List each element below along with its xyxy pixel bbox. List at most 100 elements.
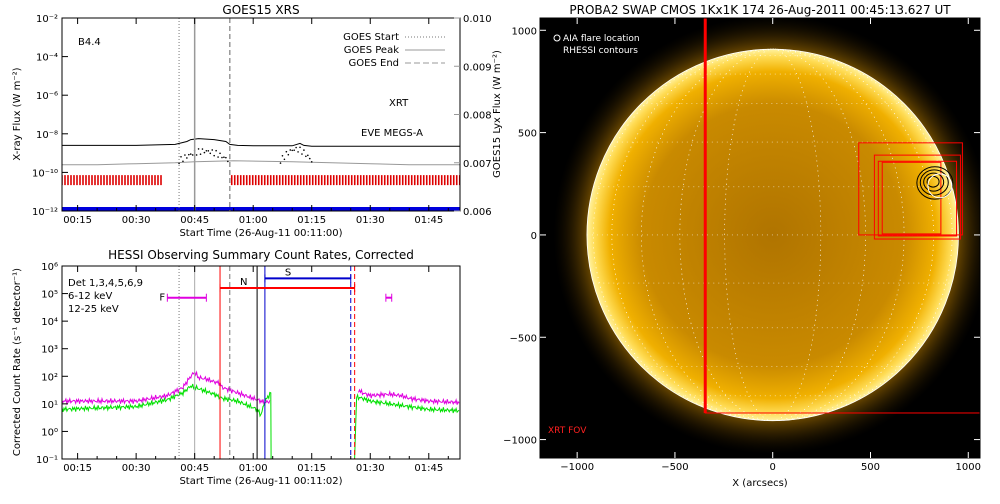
legend-rhessi-symbol <box>553 46 561 54</box>
hessi-ytick-label: 10⁴ <box>41 317 58 328</box>
goes-y2tick-label: 0.010 <box>463 14 492 25</box>
swap-ytick-label: −1000 <box>503 436 537 447</box>
hessi-xtick-label: 00:45 <box>180 463 209 474</box>
goes-burst-point <box>189 153 192 155</box>
goes-class-label: B4.4 <box>78 37 101 48</box>
goes-burst-point <box>178 162 180 165</box>
goes-xtick-label: 00:45 <box>180 215 209 226</box>
goes-burst-point <box>199 153 202 155</box>
hessi-ytick-label: 10⁰ <box>41 427 58 438</box>
hessi-ytick-label: 10⁻¹ <box>36 455 58 466</box>
hessi-xtick-label: 01:00 <box>239 463 268 474</box>
goes-plot-area <box>62 18 460 211</box>
legend-detectors: Det 1,3,4,5,6,9 <box>68 278 143 289</box>
goes-burst-point <box>205 150 208 152</box>
goes-xtick-label: 01:15 <box>297 215 326 226</box>
instrument-fov-box <box>877 160 958 237</box>
instrument-fov-box <box>858 142 963 236</box>
goes-ytick-label: 10⁻⁴ <box>36 53 58 64</box>
goes-xtick-label: 01:30 <box>356 215 385 226</box>
goes-burst-point <box>211 149 214 151</box>
goes-xtick-label: 01:00 <box>239 215 268 226</box>
legend-rhessi-contours: RHESSI contours <box>563 46 638 56</box>
swap-title: PROBA2 SWAP CMOS 1Kx1K 174 26-Aug-2011 0… <box>569 3 951 17</box>
swap-xtick-label: −500 <box>661 462 688 473</box>
rhessi-contour <box>916 166 954 200</box>
goes-ytick-label: 10⁻¹⁰ <box>32 168 58 179</box>
xrt-fov-label: XRT FOV <box>548 426 587 436</box>
goes-title: GOES15 XRS <box>222 3 299 17</box>
goes-burst-point <box>295 146 297 149</box>
goes-series-1 <box>62 160 460 166</box>
legend-goes-end: GOES End <box>349 58 399 69</box>
goes-burst-point <box>223 156 225 159</box>
goes-burst-point <box>195 154 198 156</box>
goes-burst-point <box>281 155 284 157</box>
goes-burst-point <box>188 153 190 156</box>
goes-y2label: GOES15 Lyx Flux (W m⁻²) <box>492 50 503 178</box>
rhessi-contour <box>923 172 945 192</box>
goes-burst-point <box>219 152 221 155</box>
goes-series-0 <box>62 138 460 147</box>
goes-y2tick-label: 0.008 <box>463 111 492 122</box>
goes-burst-point <box>217 156 219 158</box>
goes-burst-point <box>285 150 288 153</box>
goes-burst-point <box>299 146 301 149</box>
hessi-legend: Det 1,3,4,5,6,9 6-12 keV 12-25 keV <box>68 278 143 315</box>
legend-goes-start: GOES Start <box>343 32 399 43</box>
goes-burst-point <box>209 152 212 155</box>
goes-burst-point <box>283 158 286 161</box>
swap-legend: AIA flare location RHESSI contours <box>553 34 640 56</box>
swap-frame <box>539 17 981 459</box>
swap-axes: −1000 −500 0 500 1000 −1000 −500 0 500 1000 <box>503 17 981 473</box>
goes-ytick-label: 10⁻¹² <box>32 207 58 218</box>
hessi-axes: 00:15 00:30 00:45 01:00 01:15 01:30 01:45 10⁻¹ 1… <box>36 262 461 474</box>
hessi-ytick-label: 10⁶ <box>41 262 58 273</box>
goes-burst-point <box>308 157 311 160</box>
goes-burst-point <box>289 149 292 151</box>
hessi-xtick-label: 00:30 <box>122 463 151 474</box>
goes-ytick-label: 10⁻² <box>36 14 58 25</box>
goes-burst-point <box>279 162 282 164</box>
legend-aia-symbol <box>553 34 561 42</box>
eve-annotation: EVE MEGS-A <box>361 128 423 139</box>
goes-burst-point <box>227 160 229 163</box>
swap-image <box>553 18 980 455</box>
hessi-series-0 <box>358 388 460 406</box>
hessi-flag-label: N <box>240 277 247 288</box>
goes-burst-point <box>221 156 223 159</box>
goes-y2tick-label: 0.009 <box>463 62 492 73</box>
hessi-xtick-label: 01:15 <box>297 463 326 474</box>
swap-xtick-label: 0 <box>770 462 776 473</box>
goes-burst-point <box>203 151 206 154</box>
hessi-ytick-label: 10³ <box>41 345 58 356</box>
goes-ytick-label: 10⁻⁶ <box>36 91 58 102</box>
swap-xtick-label: 500 <box>861 462 880 473</box>
hessi-xtick-label: 00:15 <box>63 463 92 474</box>
goes-xtick-label: 00:30 <box>122 215 151 226</box>
goes-burst-point <box>180 155 182 158</box>
goes-burst-point <box>186 157 188 159</box>
goes-burst-point <box>197 148 200 150</box>
goes-xlabel: Start Time (26-Aug-11 00:11:00) <box>179 228 342 239</box>
goes-burst-point <box>301 153 303 155</box>
legend-aia-flare-location: AIA flare location <box>563 34 640 44</box>
rhessi-contour <box>919 169 949 196</box>
legend-goes-peak: GOES Peak <box>344 45 399 56</box>
goes-burst-point <box>291 149 294 152</box>
hessi-title: HESSI Observing Summary Count Rates, Cor… <box>108 248 414 262</box>
hessi-ylabel: Corrected Count Rate (s⁻¹ detector⁻¹) <box>12 268 23 456</box>
goes-panel: GOES15 XRS X-ray Flux (W m⁻²) GOES15 Lyx… <box>12 3 503 239</box>
legend-12-25kev: 12-25 keV <box>68 304 119 315</box>
goes-xtick-label: 00:15 <box>63 215 92 226</box>
goes-burst-point <box>184 154 186 156</box>
hessi-xlabel: Start Time (26-Aug-11 00:11:02) <box>179 476 342 487</box>
swap-xlabel: X (arcsecs) <box>732 478 788 489</box>
hessi-series-0 <box>62 370 271 406</box>
goes-burst-point <box>201 148 204 150</box>
instrument-fov-box <box>873 154 961 240</box>
goes-ylabel: X-ray Flux (W m⁻²) <box>12 67 23 160</box>
swap-ytick-label: 1000 <box>512 26 537 37</box>
